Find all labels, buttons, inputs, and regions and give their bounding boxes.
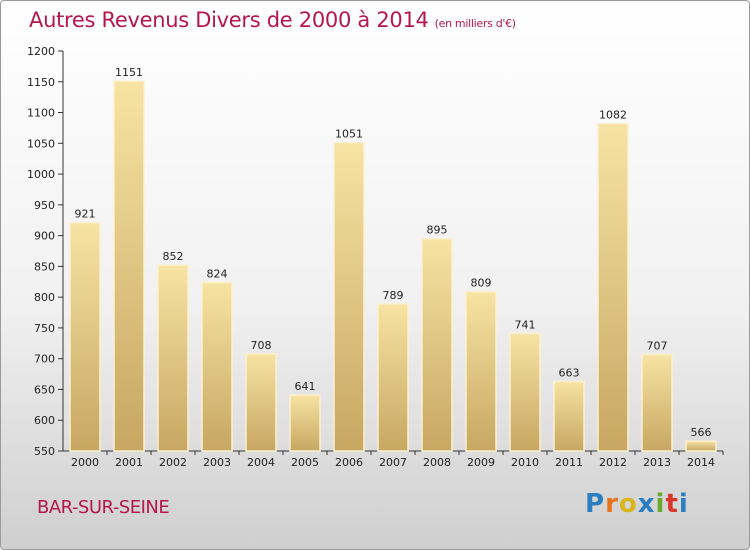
logo-letter: P (585, 489, 606, 519)
bar-value-label: 708 (251, 339, 272, 352)
bar (245, 353, 277, 452)
logo-letter: r (605, 489, 619, 519)
bar (421, 237, 453, 452)
y-tick-label: 1050 (27, 137, 55, 150)
bar (333, 141, 365, 452)
y-tick-label: 1100 (27, 107, 55, 120)
bar-value-label: 824 (207, 267, 228, 280)
bar-value-label: 921 (75, 208, 96, 221)
bar (157, 264, 189, 452)
y-tick-label: 550 (34, 445, 55, 458)
logo-letter: o (618, 489, 638, 519)
bar-value-label: 895 (427, 224, 448, 237)
y-tick-label: 1150 (27, 76, 55, 89)
bar (113, 80, 145, 452)
logo-letter: i (678, 489, 689, 519)
bar (685, 440, 717, 452)
data-labels: 921 1151 852 824 708 641 1051 789 895 809 741 663 10… (75, 66, 712, 439)
bar-value-label: 809 (471, 277, 492, 290)
location-name: BAR-SUR-SEINE (37, 497, 170, 518)
y-tick-label: 650 (34, 383, 55, 396)
bar (597, 122, 629, 452)
y-tick-label: 1000 (27, 168, 55, 181)
x-tick-label: 2000 (71, 456, 99, 469)
x-tick-label: 2014 (687, 456, 715, 469)
x-tick-label: 2013 (643, 456, 671, 469)
x-tick-label: 2008 (423, 456, 451, 469)
y-tick-label: 900 (34, 230, 55, 243)
bar-value-label: 707 (647, 339, 668, 352)
bar-value-label: 663 (559, 366, 580, 379)
bar (69, 221, 101, 452)
y-tick-label: 950 (34, 199, 55, 212)
x-tick-label: 2002 (159, 456, 187, 469)
chart-title: Autres Revenus Divers de 2000 à 2014 (en … (29, 8, 516, 32)
chart-subtitle: (en milliers d'€) (434, 17, 516, 30)
logo-letter: i (655, 489, 666, 519)
axes: 550 600 650 700 750 800 850 900 950 1000 1050 1100 1… (27, 45, 724, 469)
x-tick-label: 2004 (247, 456, 275, 469)
bar-value-label: 1051 (335, 128, 363, 141)
y-tick-label: 1200 (27, 45, 55, 58)
bar-value-label: 566 (691, 426, 712, 439)
x-tick-label: 2003 (203, 456, 231, 469)
x-tick-label: 2001 (115, 456, 143, 469)
x-tick-label: 2011 (555, 456, 583, 469)
bar-value-label: 1082 (599, 109, 627, 122)
bar (509, 332, 541, 452)
title-text: Autres Revenus Divers de 2000 à 2014 (29, 8, 429, 32)
bar (377, 303, 409, 452)
x-tick-label: 2006 (335, 456, 363, 469)
y-tick-label: 600 (34, 414, 55, 427)
bar-value-label: 789 (383, 289, 404, 302)
bar-value-label: 641 (295, 380, 316, 393)
bar (641, 353, 673, 452)
logo-letter: t (665, 489, 679, 519)
bar (553, 380, 585, 452)
logo-letter: x (637, 489, 656, 519)
x-tick-label: 2005 (291, 456, 319, 469)
y-tick-label: 700 (34, 353, 55, 366)
x-tick-label: 2007 (379, 456, 407, 469)
bar-value-label: 741 (515, 318, 536, 331)
x-tick-label: 2012 (599, 456, 627, 469)
x-tick-label: 2009 (467, 456, 495, 469)
y-tick-label: 800 (34, 291, 55, 304)
y-tick-label: 750 (34, 322, 55, 335)
bar (289, 394, 321, 452)
bar-value-label: 852 (163, 250, 184, 263)
bar-value-label: 1151 (115, 66, 143, 79)
y-tick-label: 850 (34, 260, 55, 273)
proxiti-logo: Proxiti (585, 489, 689, 519)
bar (201, 281, 233, 452)
bars (69, 80, 717, 452)
bar (465, 290, 497, 452)
x-tick-label: 2010 (511, 456, 539, 469)
